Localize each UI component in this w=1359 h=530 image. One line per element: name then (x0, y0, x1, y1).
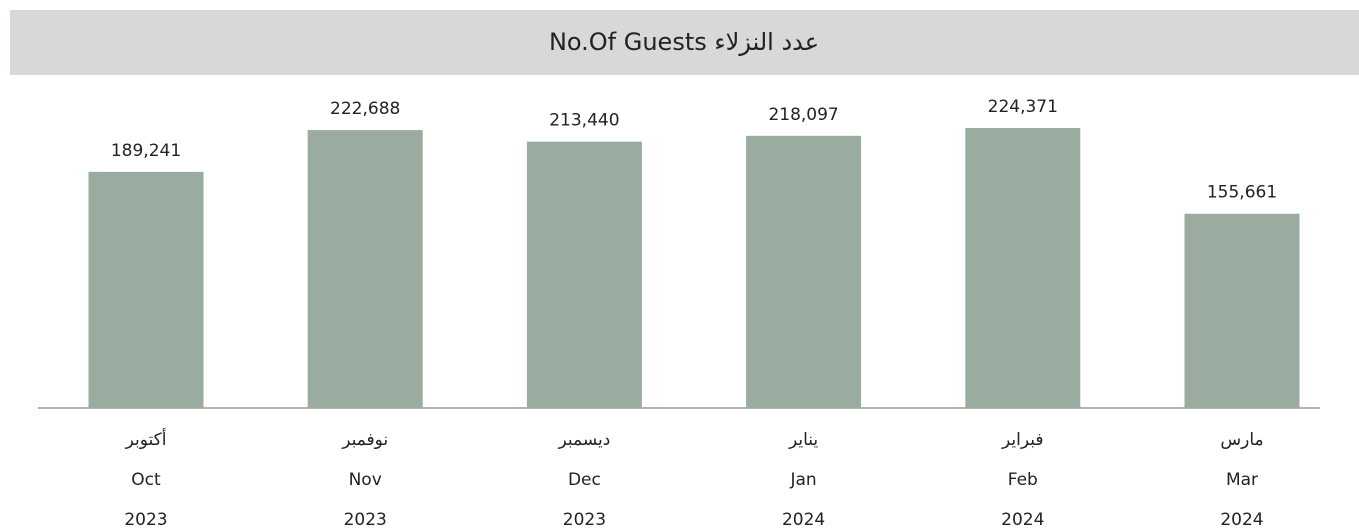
value-label: 213,440 (549, 111, 619, 131)
bar (88, 171, 204, 408)
x-tick-label: Oct (131, 470, 161, 490)
value-label: 224,371 (988, 97, 1058, 117)
x-tick-label: مارس (1220, 430, 1263, 450)
x-tick-label: Dec (568, 470, 601, 490)
chart-title: No.Of Guests عدد النزلاء (549, 28, 819, 56)
x-tick-label: 2023 (563, 510, 606, 530)
x-tick-label: 2024 (1001, 510, 1044, 530)
x-tick-label: 2023 (344, 510, 387, 530)
value-label: 218,097 (768, 105, 838, 125)
x-tick-label: 2024 (782, 510, 825, 530)
x-tick-label: فبراير (1001, 430, 1043, 450)
x-tick-label: ديسمبر (557, 430, 610, 450)
x-tick-label: 2024 (1220, 510, 1263, 530)
x-tick-label: Mar (1226, 470, 1258, 490)
x-tick-label: يناير (788, 430, 818, 450)
x-tick-label: Nov (349, 470, 382, 490)
x-tick-label: Feb (1008, 470, 1038, 490)
bar (1184, 213, 1300, 408)
value-label: 189,241 (111, 141, 181, 161)
bar (526, 141, 642, 408)
x-tick-label: نوفمبر (341, 430, 388, 450)
bar (746, 135, 862, 408)
value-label: 222,688 (330, 99, 400, 119)
x-tick-label: 2023 (124, 510, 167, 530)
bar (307, 130, 423, 408)
x-tick-label: أكتوبر (125, 428, 167, 450)
value-label: 155,661 (1207, 183, 1277, 203)
x-tick-label: Jan (789, 470, 816, 490)
bar (965, 128, 1081, 408)
title-bar (10, 10, 1359, 75)
